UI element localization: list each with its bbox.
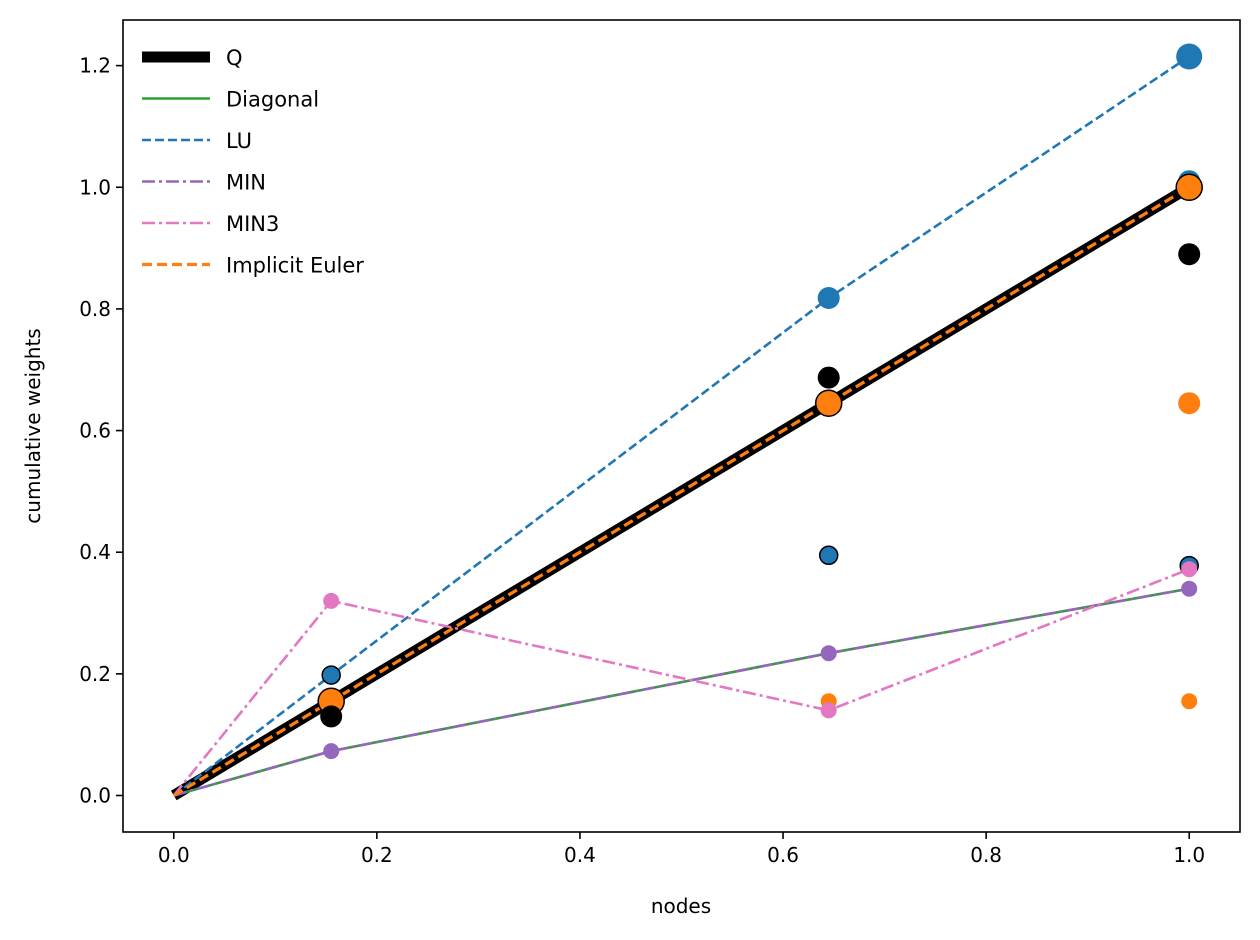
legend-label-lu: LU xyxy=(226,129,252,153)
y-tick-label: 0.8 xyxy=(79,297,111,321)
y-tick-label: 0.6 xyxy=(79,419,111,443)
data-point xyxy=(817,366,840,389)
data-point xyxy=(320,705,343,728)
series-layer xyxy=(170,55,1193,801)
data-point xyxy=(323,743,340,760)
series-line-implicit-euler xyxy=(172,185,1191,797)
data-point xyxy=(1181,561,1198,578)
data-point xyxy=(1181,580,1198,597)
data-point xyxy=(820,702,837,719)
y-axis-label: cumulative weights xyxy=(21,328,45,523)
y-axis-ticks: 0.0 0.2 0.4 0.6 0.8 1.0 1.2 xyxy=(79,54,123,808)
y-tick-label: 1.2 xyxy=(79,54,111,78)
legend-label-diagonal: Diagonal xyxy=(226,88,319,112)
data-point xyxy=(321,665,341,685)
data-point xyxy=(1178,392,1201,415)
data-point xyxy=(814,389,843,417)
series-line-min xyxy=(173,587,1190,797)
data-point xyxy=(323,592,340,609)
legend-label-q: Q xyxy=(226,46,243,70)
x-axis-ticks: 0.0 0.2 0.4 0.6 0.8 1.0 xyxy=(158,832,1205,867)
points-layer xyxy=(317,43,1203,760)
plot-frame xyxy=(122,19,1241,833)
series-line-lu xyxy=(173,55,1190,797)
legend-label-min: MIN xyxy=(226,171,266,195)
data-point xyxy=(1181,693,1198,710)
data-point xyxy=(817,287,840,309)
legend-label-min3: MIN3 xyxy=(226,212,279,236)
legend: Q Diagonal LU MIN MIN3 Implicit Euler xyxy=(142,46,364,278)
y-tick-label: 0.4 xyxy=(79,540,111,564)
legend-label-implicit-euler: Implicit Euler xyxy=(226,254,364,278)
x-tick-label: 1.0 xyxy=(1173,843,1205,867)
data-point xyxy=(1176,43,1203,70)
x-tick-label: 0.0 xyxy=(158,843,190,867)
y-tick-label: 1.0 xyxy=(79,175,111,199)
data-point xyxy=(1175,173,1203,202)
series-line-min3 xyxy=(172,567,1190,797)
x-tick-label: 0.6 xyxy=(767,843,799,867)
x-axis-label: nodes xyxy=(651,894,711,918)
x-tick-label: 0.2 xyxy=(361,843,393,867)
data-point xyxy=(1178,243,1201,266)
data-point xyxy=(818,545,839,566)
x-tick-label: 0.4 xyxy=(564,843,596,867)
x-tick-label: 0.8 xyxy=(970,843,1002,867)
data-point xyxy=(820,645,837,662)
y-tick-label: 0.2 xyxy=(79,662,111,686)
y-tick-label: 0.0 xyxy=(79,784,111,808)
